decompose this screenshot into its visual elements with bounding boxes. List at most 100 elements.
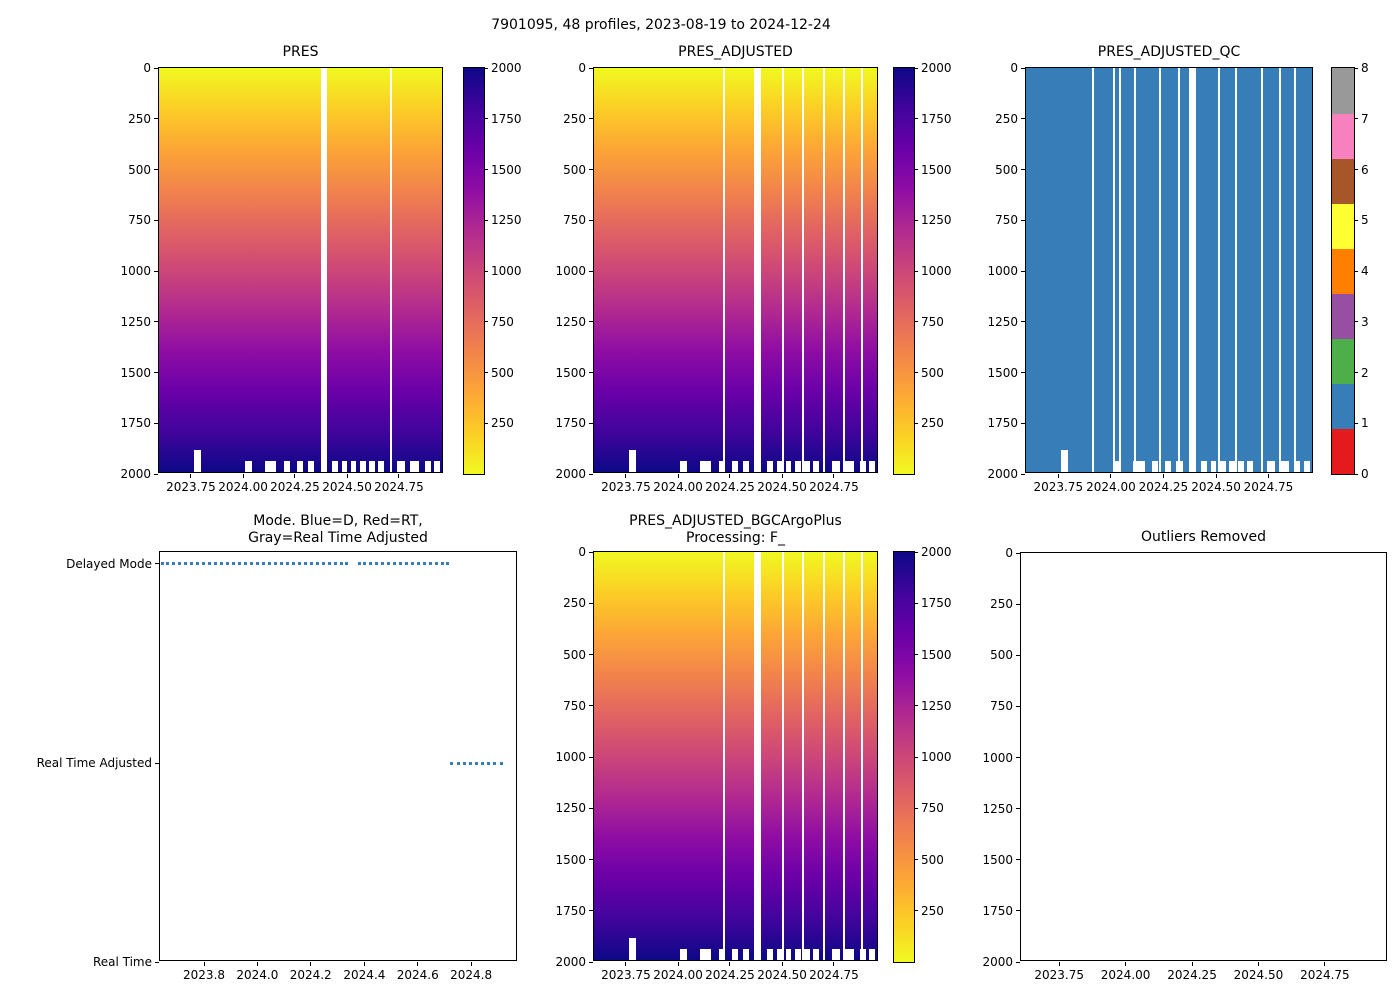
y-tick-mark [589, 602, 593, 604]
x-tick-mark [294, 474, 296, 478]
y-tick-label: 750 [995, 213, 1018, 228]
mode-plot-area: Delayed Mode Real Time Adjusted Real Time 2… [37, 551, 517, 982]
y-tick-mark [155, 762, 159, 764]
shallow-profile-notch [369, 461, 375, 472]
missing-profile-gap [1177, 68, 1180, 472]
missing-profile-gap [781, 552, 784, 960]
x-tick-mark [1162, 474, 1164, 478]
shallow-profile-notch [1247, 461, 1254, 472]
y-tick-mark [1021, 169, 1025, 170]
colorbar-tick-label: 250 [921, 903, 944, 918]
colorbar-tick-mark [484, 67, 488, 69]
y-tick-mark [1021, 219, 1025, 221]
bgc-plot-area: 2023.75 2024.00 2024.25 2024.50 2024.75 0 250 5… [555, 545, 878, 982]
y-tick-label: 750 [128, 213, 151, 228]
bgc-title: PRES_ADJUSTED_BGCArgoPlus Processing: F_ [593, 513, 878, 547]
missing-profile-gap [1134, 68, 1137, 472]
shallow-profile-notch [767, 461, 773, 472]
x-tick-mark [1191, 962, 1193, 966]
pres-adjusted-title: PRES_ADJUSTED [678, 44, 793, 60]
x-tick-mark [1267, 474, 1269, 478]
pres-title: PRES [282, 44, 319, 60]
shallow-profile-notch [832, 461, 841, 472]
colorbar-tick-label: 7 [1361, 111, 1369, 126]
missing-profile-gap [1112, 68, 1115, 472]
colorbar-tick-mark [914, 118, 918, 120]
x-tick-label: 2024.75 [1300, 968, 1350, 982]
pres-adjusted-qc-plot-area: 2023.75 2024.00 2024.25 2024.50 2024.75 0 250 5… [987, 61, 1313, 494]
shallow-profile-notch [1229, 461, 1235, 472]
y-tick-mark [154, 169, 158, 170]
y-tick-label: 1000 [120, 264, 151, 278]
x-tick-mark [1125, 962, 1127, 966]
x-tick-mark [346, 474, 348, 478]
qc-colorbar-segment [1332, 68, 1354, 114]
outliers-plot-area: 0 250 500 750 1000 1250 1500 1750 2000 2023.75 202… [982, 546, 1387, 982]
y-tick-mark [589, 859, 593, 860]
x-tick-mark [1257, 962, 1259, 966]
shallow-profile-notch [296, 461, 303, 472]
y-tick-mark [589, 372, 593, 373]
shallow-profile-notch [265, 461, 277, 472]
outliers-title: Outliers Removed [1141, 529, 1266, 545]
y-tick-mark [154, 372, 158, 373]
colorbar-tick-mark [484, 422, 488, 424]
y-tick-label: 2000 [982, 955, 1013, 969]
heatmap-surface [594, 552, 877, 960]
shallow-profile-notch [700, 461, 712, 472]
shallow-profile-notch [350, 461, 357, 472]
shallow-profile-notch [794, 461, 801, 472]
y-tick-mark [154, 270, 158, 272]
y-tick-label: 1500 [982, 852, 1013, 867]
shallow-profile-notch [1061, 450, 1069, 472]
colorbar-tick-label: 1000 [921, 750, 952, 764]
colorbar-tick-label: 5 [1361, 213, 1369, 228]
y-tick-label: 1250 [120, 314, 151, 329]
x-tick-label: 2024.2 [289, 968, 332, 982]
shallow-profile-notch [1294, 461, 1301, 472]
colorbar-tick-label: 250 [491, 416, 514, 431]
y-tick-mark [589, 67, 593, 69]
colorbar-tick-mark [1354, 422, 1358, 424]
colorbar-tick-label: 1750 [921, 596, 952, 611]
colorbar-tick-mark [914, 67, 918, 69]
shallow-profile-notch [1303, 461, 1310, 472]
x-tick-label: 2024.50 [757, 480, 807, 494]
shallow-profile-notch [410, 461, 419, 472]
x-tick-label: 2024.00 [653, 480, 703, 494]
colorbar-tick-mark [1354, 270, 1358, 272]
missing-profile-gap [801, 552, 805, 960]
shallow-profile-notch [742, 461, 750, 472]
colorbar-tick-mark [914, 169, 918, 170]
colorbar-tick-mark [1354, 67, 1358, 69]
figure-title: 7901095, 48 profiles, 2023-08-19 to 2024… [491, 17, 831, 33]
shallow-profile-notch [869, 949, 875, 960]
missing-profile-gap [1091, 68, 1094, 472]
missing-profile-gap [1217, 68, 1220, 472]
colorbar-tick-label: 6 [1361, 162, 1369, 177]
colorbar-tick-label: 500 [921, 365, 944, 380]
pres-adjusted-plot-area: 2023.75 2024.00 2024.25 2024.50 2024.75 0 250 5… [555, 61, 878, 494]
colorbar-tick-mark [914, 807, 918, 809]
colorbar-tick-mark [914, 372, 918, 373]
heatmap-surface [159, 68, 442, 472]
colorbar-tick-label: 1000 [921, 264, 952, 278]
y-tick-mark [589, 551, 593, 553]
y-tick-mark [154, 422, 158, 424]
colorbar-tick-mark [914, 321, 918, 323]
colorbar-tick-label: 0 [1361, 467, 1369, 481]
y-tick-label: 1250 [982, 801, 1013, 816]
y-tick-label: 1000 [982, 750, 1013, 765]
colorbar-tick-mark [484, 169, 488, 170]
missing-profile-gap [1118, 68, 1121, 472]
heatmap-surface [1026, 68, 1312, 472]
shallow-profile-notch [742, 949, 750, 960]
qc-colorbar-segment [1332, 338, 1354, 385]
shallow-profile-notch [845, 949, 854, 960]
shallow-profile-notch [378, 461, 384, 472]
colorbar-tick-label: 3 [1361, 314, 1369, 329]
shallow-profile-notch [341, 461, 348, 472]
colorbar-tick-label: 1 [1361, 416, 1369, 431]
y-tick-mark [1016, 910, 1020, 912]
